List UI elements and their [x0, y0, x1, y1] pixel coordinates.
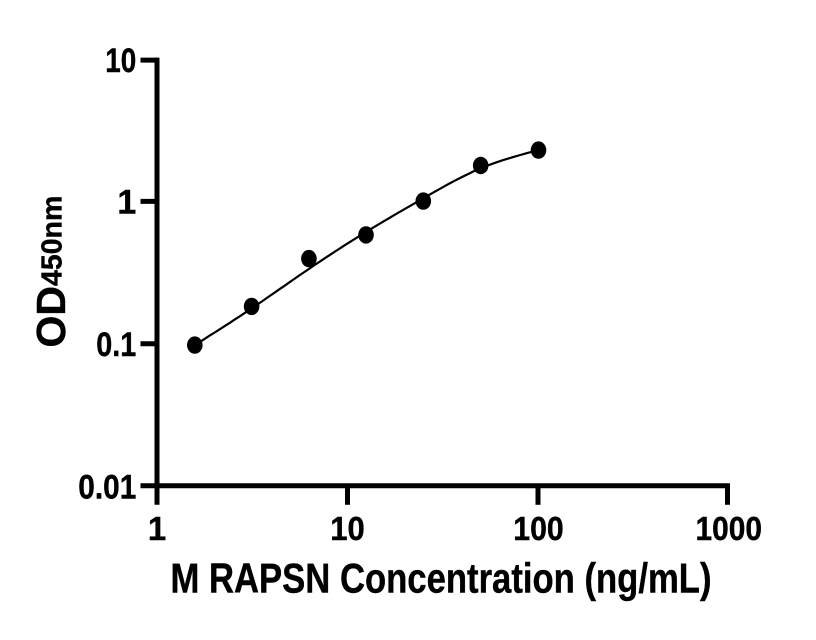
- svg-text:1: 1: [117, 184, 136, 222]
- svg-text:1000: 1000: [696, 510, 763, 547]
- svg-text:0.1: 0.1: [96, 326, 136, 364]
- svg-text:1: 1: [148, 510, 166, 547]
- svg-text:OD450nm: OD450nm: [28, 196, 74, 348]
- svg-text:0.01: 0.01: [78, 468, 136, 506]
- svg-text:10: 10: [330, 510, 365, 547]
- svg-text:M RAPSN Concentration (ng/mL): M RAPSN Concentration (ng/mL): [171, 555, 712, 602]
- svg-text:100: 100: [513, 510, 564, 547]
- svg-text:10: 10: [105, 42, 136, 80]
